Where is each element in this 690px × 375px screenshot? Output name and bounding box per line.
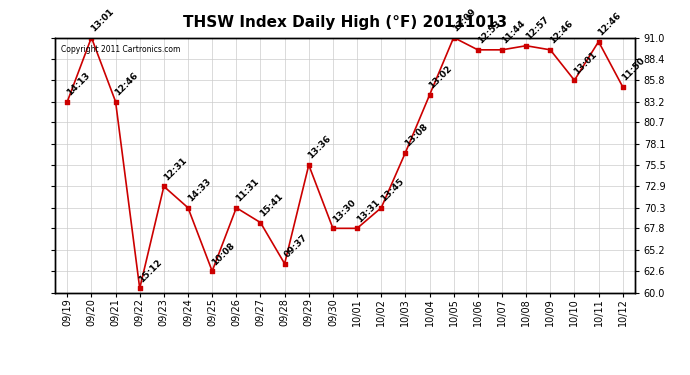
Text: 14:33: 14:33 [186,177,213,204]
Point [110,99,121,105]
Point [327,225,338,231]
Text: 13:45: 13:45 [379,177,406,204]
Text: 13:30: 13:30 [331,198,357,224]
Text: 13:02: 13:02 [427,64,454,91]
Text: 11:44: 11:44 [500,19,526,46]
Point [569,77,580,83]
Point [86,34,97,40]
Text: 12:31: 12:31 [161,156,188,182]
Point [617,84,628,90]
Point [375,205,386,211]
Point [400,150,411,156]
Point [303,162,314,168]
Text: 11:50: 11:50 [620,56,647,83]
Text: 09:37: 09:37 [282,233,309,260]
Point [182,205,193,211]
Point [593,39,604,45]
Point [424,92,435,98]
Text: 13:31: 13:31 [355,198,382,224]
Text: 12:46: 12:46 [113,71,140,98]
Text: 11:31: 11:31 [234,177,261,204]
Text: 13:01: 13:01 [572,50,599,76]
Point [134,285,145,291]
Point [255,220,266,226]
Point [520,43,531,49]
Text: 13:01: 13:01 [89,7,116,33]
Point [351,225,363,231]
Text: 13:08: 13:08 [403,122,430,148]
Text: 12:57: 12:57 [524,15,551,42]
Text: 15:41: 15:41 [258,192,285,218]
Point [62,99,73,105]
Point [544,47,555,53]
Text: 12:53: 12:53 [475,19,502,46]
Text: 12:46: 12:46 [548,19,575,46]
Point [448,34,459,40]
Text: 15:12: 15:12 [137,258,164,284]
Text: 14:13: 14:13 [65,71,92,98]
Text: Copyright 2011 Cartronics.com: Copyright 2011 Cartronics.com [61,45,180,54]
Text: 12:46: 12:46 [596,11,623,38]
Point [158,183,169,189]
Point [496,47,507,53]
Point [230,205,241,211]
Text: 13:36: 13:36 [306,134,333,161]
Text: 10:08: 10:08 [210,240,237,267]
Point [279,261,290,267]
Text: THSW Index Daily High (°F) 20111013: THSW Index Daily High (°F) 20111013 [183,15,507,30]
Point [472,47,483,53]
Point [206,268,217,274]
Text: 13:09: 13:09 [451,7,478,33]
